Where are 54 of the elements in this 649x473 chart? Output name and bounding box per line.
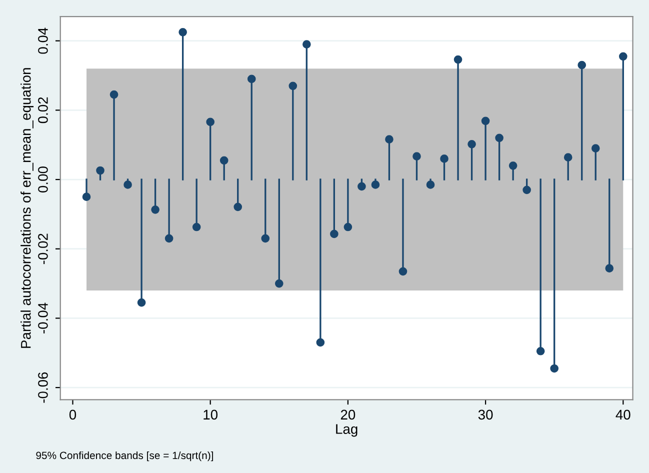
point xyxy=(385,135,394,144)
point xyxy=(220,156,228,165)
point xyxy=(508,161,518,170)
point xyxy=(110,90,118,99)
point xyxy=(82,192,91,202)
point xyxy=(495,134,504,142)
y-tick-label: 0.04 xyxy=(38,28,48,54)
point xyxy=(302,40,311,48)
point xyxy=(591,144,600,152)
y-tick-label: 0.02 xyxy=(38,97,48,124)
y-tick-label: -0.02 xyxy=(38,234,48,264)
point xyxy=(605,264,614,272)
x-tick-label: 0 xyxy=(69,410,76,420)
y-axis-title: Partial autocorrelations of err_mean_equation xyxy=(20,68,34,348)
text: 95% Confidence bands [se = 1/sqrt(n)] xyxy=(36,451,214,462)
point xyxy=(164,234,174,243)
point xyxy=(398,267,408,276)
point xyxy=(261,234,270,243)
point xyxy=(468,140,476,148)
point xyxy=(371,180,380,189)
point xyxy=(96,166,104,175)
point xyxy=(344,222,352,232)
y-tick-label: -0.06 xyxy=(38,372,48,403)
y-tick-label: -0.04 xyxy=(38,302,48,334)
point xyxy=(426,180,435,189)
point xyxy=(578,60,586,70)
point xyxy=(330,230,338,238)
x-axis-title: Lag xyxy=(336,424,358,437)
point xyxy=(454,55,462,64)
point xyxy=(274,279,284,288)
point xyxy=(481,116,490,126)
x-tick-label: 20 xyxy=(340,410,356,420)
point xyxy=(247,74,256,84)
point xyxy=(192,222,201,232)
point xyxy=(440,154,448,163)
point xyxy=(288,82,298,90)
point xyxy=(412,152,421,160)
point xyxy=(151,206,160,214)
point xyxy=(536,346,545,356)
point xyxy=(124,180,132,189)
point xyxy=(234,202,242,212)
x-tick-label: 30 xyxy=(478,410,493,420)
point xyxy=(206,118,215,126)
point xyxy=(178,28,187,36)
y-tick-label: 0.00 xyxy=(38,166,48,192)
point xyxy=(522,186,531,194)
x-tick-label: 10 xyxy=(204,410,218,420)
point xyxy=(564,153,572,162)
point xyxy=(358,182,366,191)
point xyxy=(550,364,559,373)
x-tick-label: 40 xyxy=(616,410,630,420)
point xyxy=(316,338,325,347)
point xyxy=(137,298,146,307)
point xyxy=(618,52,628,61)
